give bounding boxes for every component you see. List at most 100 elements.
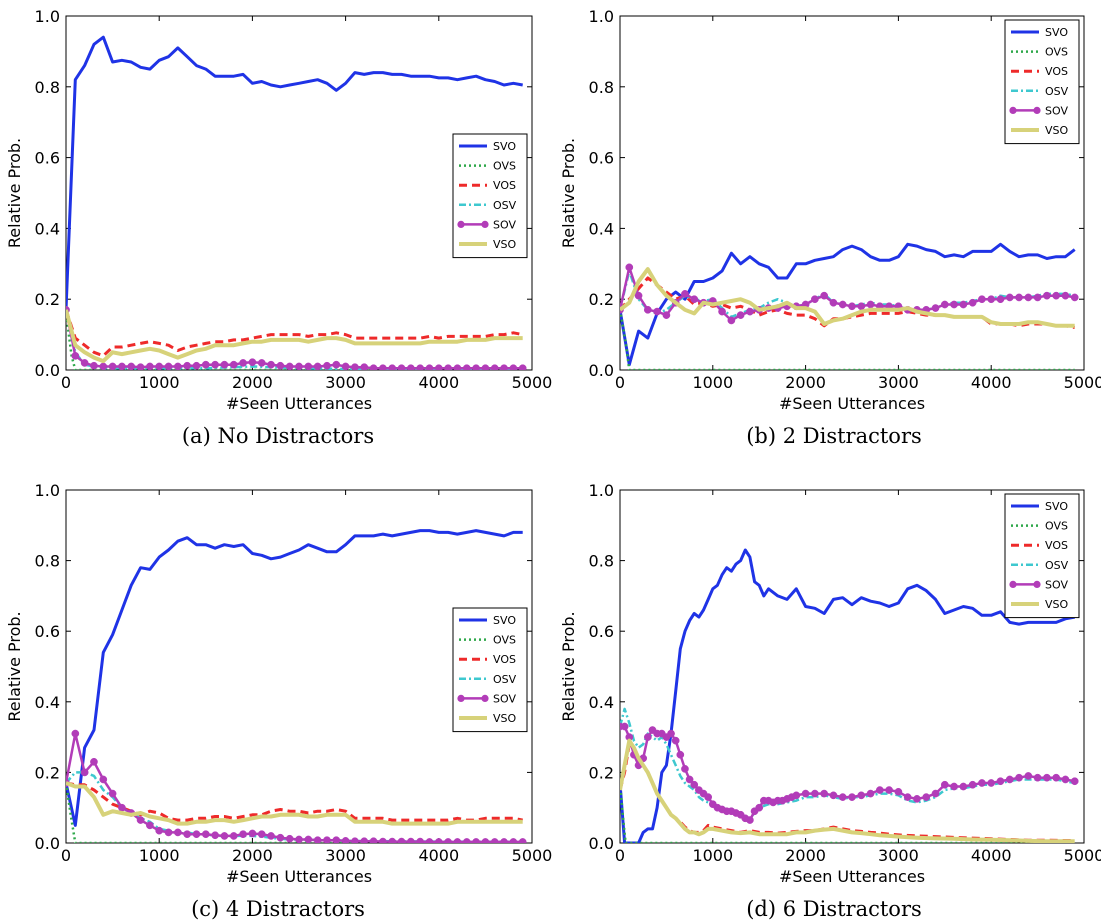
series-point-sov [453, 838, 462, 843]
y-tick-label: 0.0 [589, 361, 614, 380]
series-point-sov [481, 364, 490, 370]
series-point-sov [848, 302, 856, 311]
series-point-sov [183, 361, 192, 370]
series-point-sov [118, 362, 126, 370]
series-point-sov [313, 836, 322, 843]
series-point-sov [313, 362, 322, 370]
legend-marker [1033, 580, 1041, 589]
series-point-sov [950, 782, 958, 791]
series-point-sov [1052, 291, 1061, 300]
legend-marker [1033, 106, 1041, 114]
plot-area [620, 242, 1079, 370]
plot-area [620, 548, 1079, 843]
series-point-sov [444, 838, 452, 843]
series-point-sov [90, 757, 98, 766]
series-point-sov [71, 729, 80, 738]
series-point-sov [369, 364, 378, 370]
y-tick-label: 0.0 [35, 361, 60, 380]
legend-label: SVO [1045, 500, 1068, 513]
series-point-sov [866, 789, 875, 798]
series-point-sov [304, 835, 313, 843]
y-tick-label: 0.4 [589, 219, 614, 238]
x-tick-label: 3000 [325, 846, 366, 865]
series-point-sov [662, 311, 671, 319]
series-point-sov [285, 362, 294, 370]
series-point-sov [746, 307, 754, 316]
series-point-sov [434, 838, 443, 843]
legend-label: SVO [1045, 26, 1068, 39]
series-point-sov [857, 791, 866, 800]
y-tick-label: 0.6 [35, 149, 60, 168]
series-point-sov [211, 360, 219, 369]
series-point-sov [388, 837, 397, 843]
series-point-sov [444, 364, 452, 370]
series-point-sov [267, 832, 275, 840]
series-point-sov [481, 838, 490, 843]
series-line-osv [66, 771, 523, 843]
series-line-vso [620, 267, 1075, 328]
series-point-sov [369, 837, 378, 843]
chart-panel-2: 0 1000 2000 3000 4000 5000 0.0 0.2 0.4 0.6 0.8 1.0 #… [5, 481, 552, 921]
series-point-sov [968, 780, 977, 789]
series-point-sov [323, 836, 331, 843]
series-point-sov [1005, 775, 1014, 784]
x-tick-label: 0 [61, 373, 71, 392]
x-tick-label: 2000 [785, 373, 826, 392]
series-point-sov [155, 362, 164, 370]
y-tick-label: 0.4 [35, 219, 60, 238]
series-point-sov [425, 838, 434, 843]
legend-label: VOS [1045, 539, 1068, 552]
series-point-sov [838, 300, 847, 309]
y-tick-label: 0.2 [35, 763, 60, 782]
series-point-sov [295, 362, 303, 370]
legend-box [1004, 19, 1080, 145]
legend-marker [481, 220, 489, 228]
legend-label: SOV [1045, 104, 1068, 117]
series-point-sov [108, 789, 117, 798]
series-point-sov [1024, 293, 1033, 302]
series-point-sov [755, 803, 764, 812]
x-tick-label: 4000 [418, 846, 459, 865]
legend-box [452, 133, 528, 259]
x-tick-label: 0 [615, 373, 625, 392]
x-axis-label: #Seen Utterances [226, 867, 372, 886]
x-tick-label: 1000 [139, 373, 180, 392]
series-point-sov [913, 795, 921, 803]
chart-panel-0: 0 1000 2000 3000 4000 5000 0.0 0.2 0.4 0.6 0.8 1.0 #… [5, 7, 552, 448]
y-tick-label: 0.2 [589, 290, 614, 309]
series-point-sov [746, 816, 754, 824]
legend-label: SOV [493, 218, 516, 231]
series-point-sov [360, 363, 369, 370]
series-point-sov [229, 360, 238, 369]
series-line-svo [620, 548, 1075, 843]
y-tick-label: 0.8 [589, 552, 614, 571]
series-point-sov [239, 830, 247, 839]
series-point-sov [108, 362, 117, 370]
series-point-sov [201, 360, 210, 369]
series-point-sov [1015, 293, 1023, 302]
plot-frame [619, 15, 1085, 371]
series-point-sov [885, 786, 893, 794]
series-point-sov [667, 729, 675, 738]
chart-panel-1: 0 1000 2000 3000 4000 5000 0.0 0.2 0.4 0.6 0.8 1.0 #… [559, 7, 1101, 448]
series-point-sov [99, 362, 108, 370]
legend-label: SVO [493, 614, 516, 627]
series-point-sov [959, 300, 968, 309]
x-axis-label: #Seen Utterances [226, 394, 372, 413]
series-point-sov [968, 298, 977, 307]
series-point-sov [136, 363, 145, 370]
y-axis-label: Relative Prob. [5, 611, 24, 721]
series-point-sov [685, 775, 694, 784]
series-point-sov [173, 362, 182, 370]
series-point-sov [950, 300, 958, 309]
series-point-sov [304, 362, 313, 370]
legend-label: VSO [493, 238, 517, 251]
x-tick-label: 0 [61, 846, 71, 865]
legend-label: SVO [493, 140, 516, 153]
series-point-sov [183, 830, 192, 839]
series-point-sov [118, 803, 126, 812]
legend-marker [1009, 106, 1017, 114]
series-point-sov [453, 364, 462, 370]
series-line-osv [620, 707, 1075, 820]
